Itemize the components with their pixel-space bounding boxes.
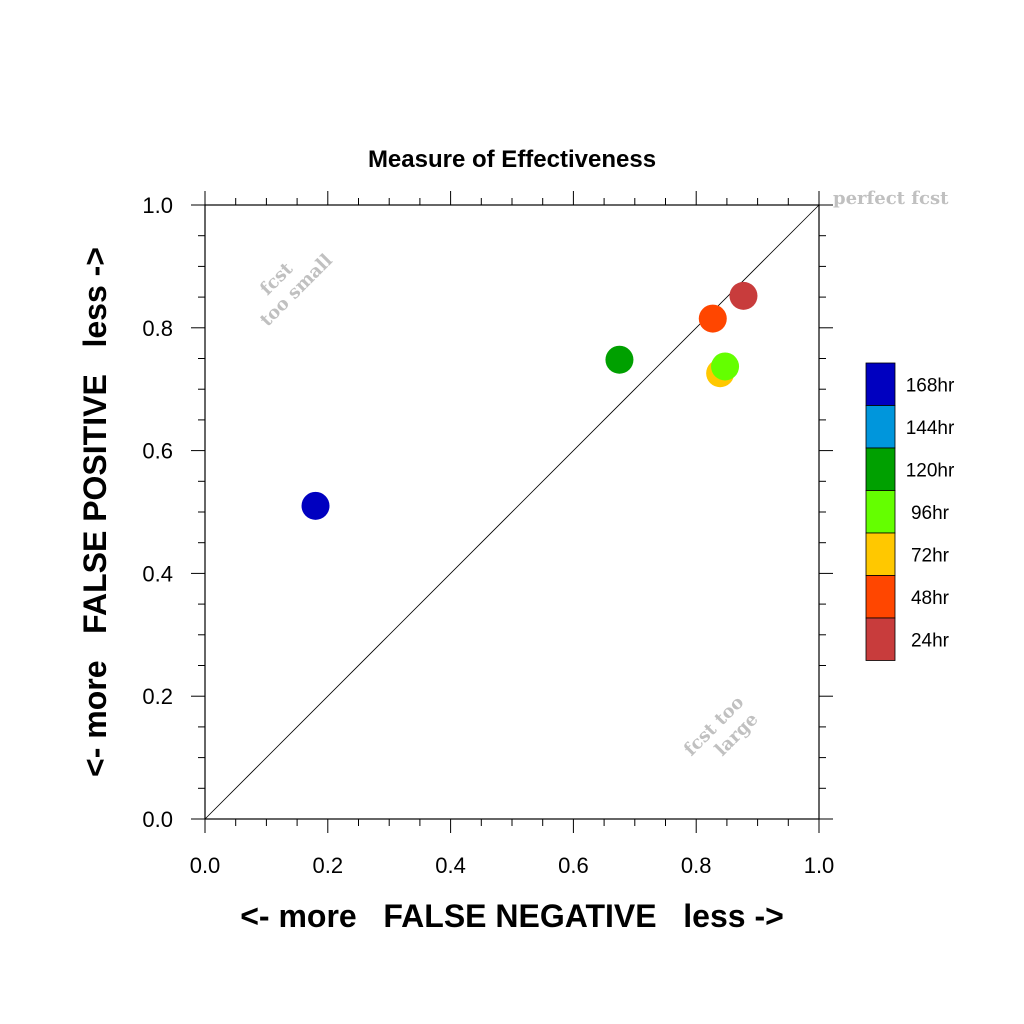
legend-label-120hr: 120hr	[906, 460, 955, 481]
y-tick-label: 1.0	[142, 193, 173, 218]
legend-swatch-96hr	[865, 490, 896, 534]
y-tick-label: 0.0	[142, 807, 173, 832]
y-axis-label: <- more FALSE POSITIVE less ->	[77, 247, 113, 777]
annotation-perfect-fcst: perfect fcst	[833, 188, 949, 209]
x-axis-label: <- more FALSE NEGATIVE less ->	[240, 898, 784, 934]
legend-swatch-144hr	[865, 405, 896, 449]
y-tick-label: 0.4	[142, 561, 173, 586]
x-tick-label: 0.6	[558, 853, 589, 878]
x-tick-label: 1.0	[804, 853, 835, 878]
point-24hr	[729, 281, 758, 310]
legend-label-168hr: 168hr	[906, 375, 955, 396]
chart-title: Measure of Effectiveness	[368, 146, 656, 173]
legend-label-24hr: 24hr	[911, 630, 950, 651]
y-tick-label: 0.2	[142, 684, 173, 709]
x-tick-label: 0.2	[313, 853, 344, 878]
legend-label-72hr: 72hr	[911, 545, 950, 566]
legend-swatch-48hr	[865, 575, 896, 619]
x-tick-label: 0.4	[435, 853, 466, 878]
legend: 168hr 144hr 120hr 96hr 72hr 48hr 24hr	[865, 362, 955, 661]
y-tick-label: 0.6	[142, 439, 173, 464]
legend-label-96hr: 96hr	[911, 503, 950, 524]
data-points	[301, 281, 758, 520]
y-tick-label: 0.8	[142, 316, 173, 341]
x-tick-label: 0.0	[190, 853, 221, 878]
point-48hr	[698, 304, 727, 333]
point-120hr	[605, 345, 634, 374]
legend-label-48hr: 48hr	[911, 588, 950, 609]
x-tick-label: 0.8	[681, 853, 712, 878]
legend-swatch-168hr	[865, 362, 896, 406]
legend-label-144hr: 144hr	[906, 418, 955, 439]
axis-ticks: 0.0 0.2 0.4 0.6 0.8 1.0 0.0 0.2 0.4 0.6 0.8 1.0	[142, 191, 834, 878]
point-168hr	[301, 491, 330, 520]
legend-swatch-120hr	[865, 447, 896, 491]
legend-swatch-24hr	[865, 617, 896, 661]
point-96hr	[711, 352, 740, 381]
legend-swatch-72hr	[865, 532, 896, 576]
